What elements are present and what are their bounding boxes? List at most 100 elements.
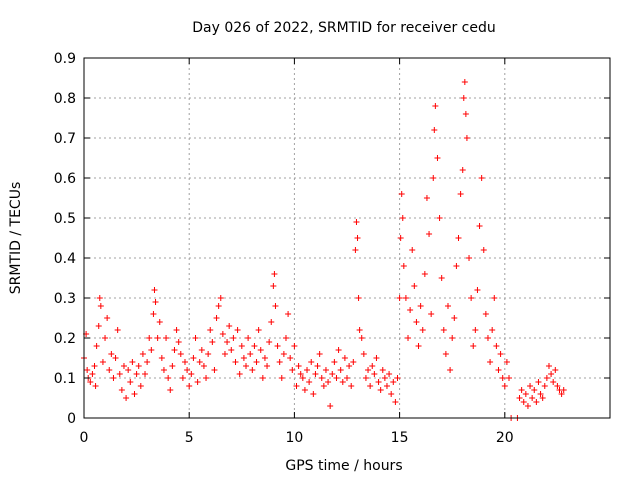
data-point xyxy=(139,351,146,357)
data-point xyxy=(537,391,544,397)
data-point xyxy=(114,327,121,333)
data-point xyxy=(175,339,182,345)
data-point xyxy=(541,383,548,389)
data-point xyxy=(295,363,302,369)
y-tick-label: 0.1 xyxy=(54,371,76,387)
data-point xyxy=(240,355,247,361)
data-point xyxy=(177,351,184,357)
data-point xyxy=(226,323,233,329)
plot-frame xyxy=(83,57,611,419)
data-point xyxy=(322,367,329,373)
data-point xyxy=(234,327,241,333)
data-point xyxy=(335,347,342,353)
data-point xyxy=(289,367,296,373)
data-point xyxy=(255,327,262,333)
data-point xyxy=(184,367,191,373)
data-point xyxy=(306,379,313,385)
data-point xyxy=(535,379,542,385)
data-point xyxy=(497,351,504,357)
data-point xyxy=(431,127,438,133)
data-point xyxy=(493,343,500,349)
data-point xyxy=(194,379,201,385)
data-point xyxy=(92,383,99,389)
data-point xyxy=(341,355,348,361)
data-point xyxy=(232,359,239,365)
y-tick-label: 0.5 xyxy=(54,211,76,227)
data-point xyxy=(320,383,327,389)
data-point xyxy=(482,311,489,317)
y-tick-label: 0.9 xyxy=(54,51,76,67)
data-point xyxy=(95,323,102,329)
data-point xyxy=(531,387,538,393)
data-point xyxy=(245,335,252,341)
data-point xyxy=(337,367,344,373)
data-point xyxy=(501,383,508,389)
data-point xyxy=(137,383,144,389)
data-point xyxy=(129,359,136,365)
data-point xyxy=(413,319,420,325)
data-point xyxy=(106,367,113,373)
data-point xyxy=(217,295,224,301)
data-point xyxy=(190,355,197,361)
data-point xyxy=(478,175,485,181)
data-point xyxy=(118,387,125,393)
data-point xyxy=(396,295,403,301)
data-point xyxy=(518,387,525,393)
data-point xyxy=(110,375,117,381)
data-point xyxy=(259,375,266,381)
data-point xyxy=(522,391,529,397)
data-point xyxy=(316,351,323,357)
data-point xyxy=(230,335,237,341)
data-point xyxy=(369,363,376,369)
data-point xyxy=(434,155,441,161)
data-point xyxy=(285,311,292,317)
data-point xyxy=(325,379,332,385)
data-point xyxy=(421,271,428,277)
data-point xyxy=(150,311,157,317)
data-point xyxy=(308,359,315,365)
data-point xyxy=(506,375,513,381)
y-axis-ticks: 0 0.1 0.2 0.3 0.4 0.5 0.6 0.7 0.8 0.9 xyxy=(54,51,610,427)
data-point xyxy=(386,371,393,377)
data-point xyxy=(548,371,555,377)
data-point xyxy=(181,359,188,365)
data-point xyxy=(419,327,426,333)
data-point xyxy=(333,375,340,381)
data-point xyxy=(457,191,464,197)
data-point xyxy=(253,359,260,365)
data-point xyxy=(310,391,317,397)
data-point xyxy=(405,335,412,341)
data-point xyxy=(383,383,390,389)
data-point xyxy=(484,335,491,341)
data-point xyxy=(339,379,346,385)
data-point xyxy=(123,395,130,401)
data-point xyxy=(558,391,565,397)
data-point xyxy=(356,327,363,333)
data-point xyxy=(280,351,287,357)
data-point xyxy=(451,315,458,321)
data-points xyxy=(81,79,567,421)
data-point xyxy=(379,367,386,373)
data-point xyxy=(293,383,300,389)
data-point xyxy=(440,327,447,333)
data-point xyxy=(360,351,367,357)
data-point xyxy=(350,359,357,365)
data-point xyxy=(271,271,278,277)
data-point xyxy=(152,299,159,305)
data-point xyxy=(438,275,445,281)
data-point xyxy=(417,303,424,309)
data-point xyxy=(489,327,496,333)
data-point xyxy=(179,375,186,381)
data-point xyxy=(495,367,502,373)
data-point xyxy=(533,399,540,405)
data-point xyxy=(381,375,388,381)
y-axis-label: SRMTID / TECUs xyxy=(8,182,24,295)
data-point xyxy=(131,391,138,397)
y-tick-label: 0.6 xyxy=(54,171,76,187)
data-point xyxy=(196,359,203,365)
data-point xyxy=(411,283,418,289)
data-point xyxy=(160,367,167,373)
data-point xyxy=(102,335,109,341)
data-point xyxy=(466,255,473,261)
